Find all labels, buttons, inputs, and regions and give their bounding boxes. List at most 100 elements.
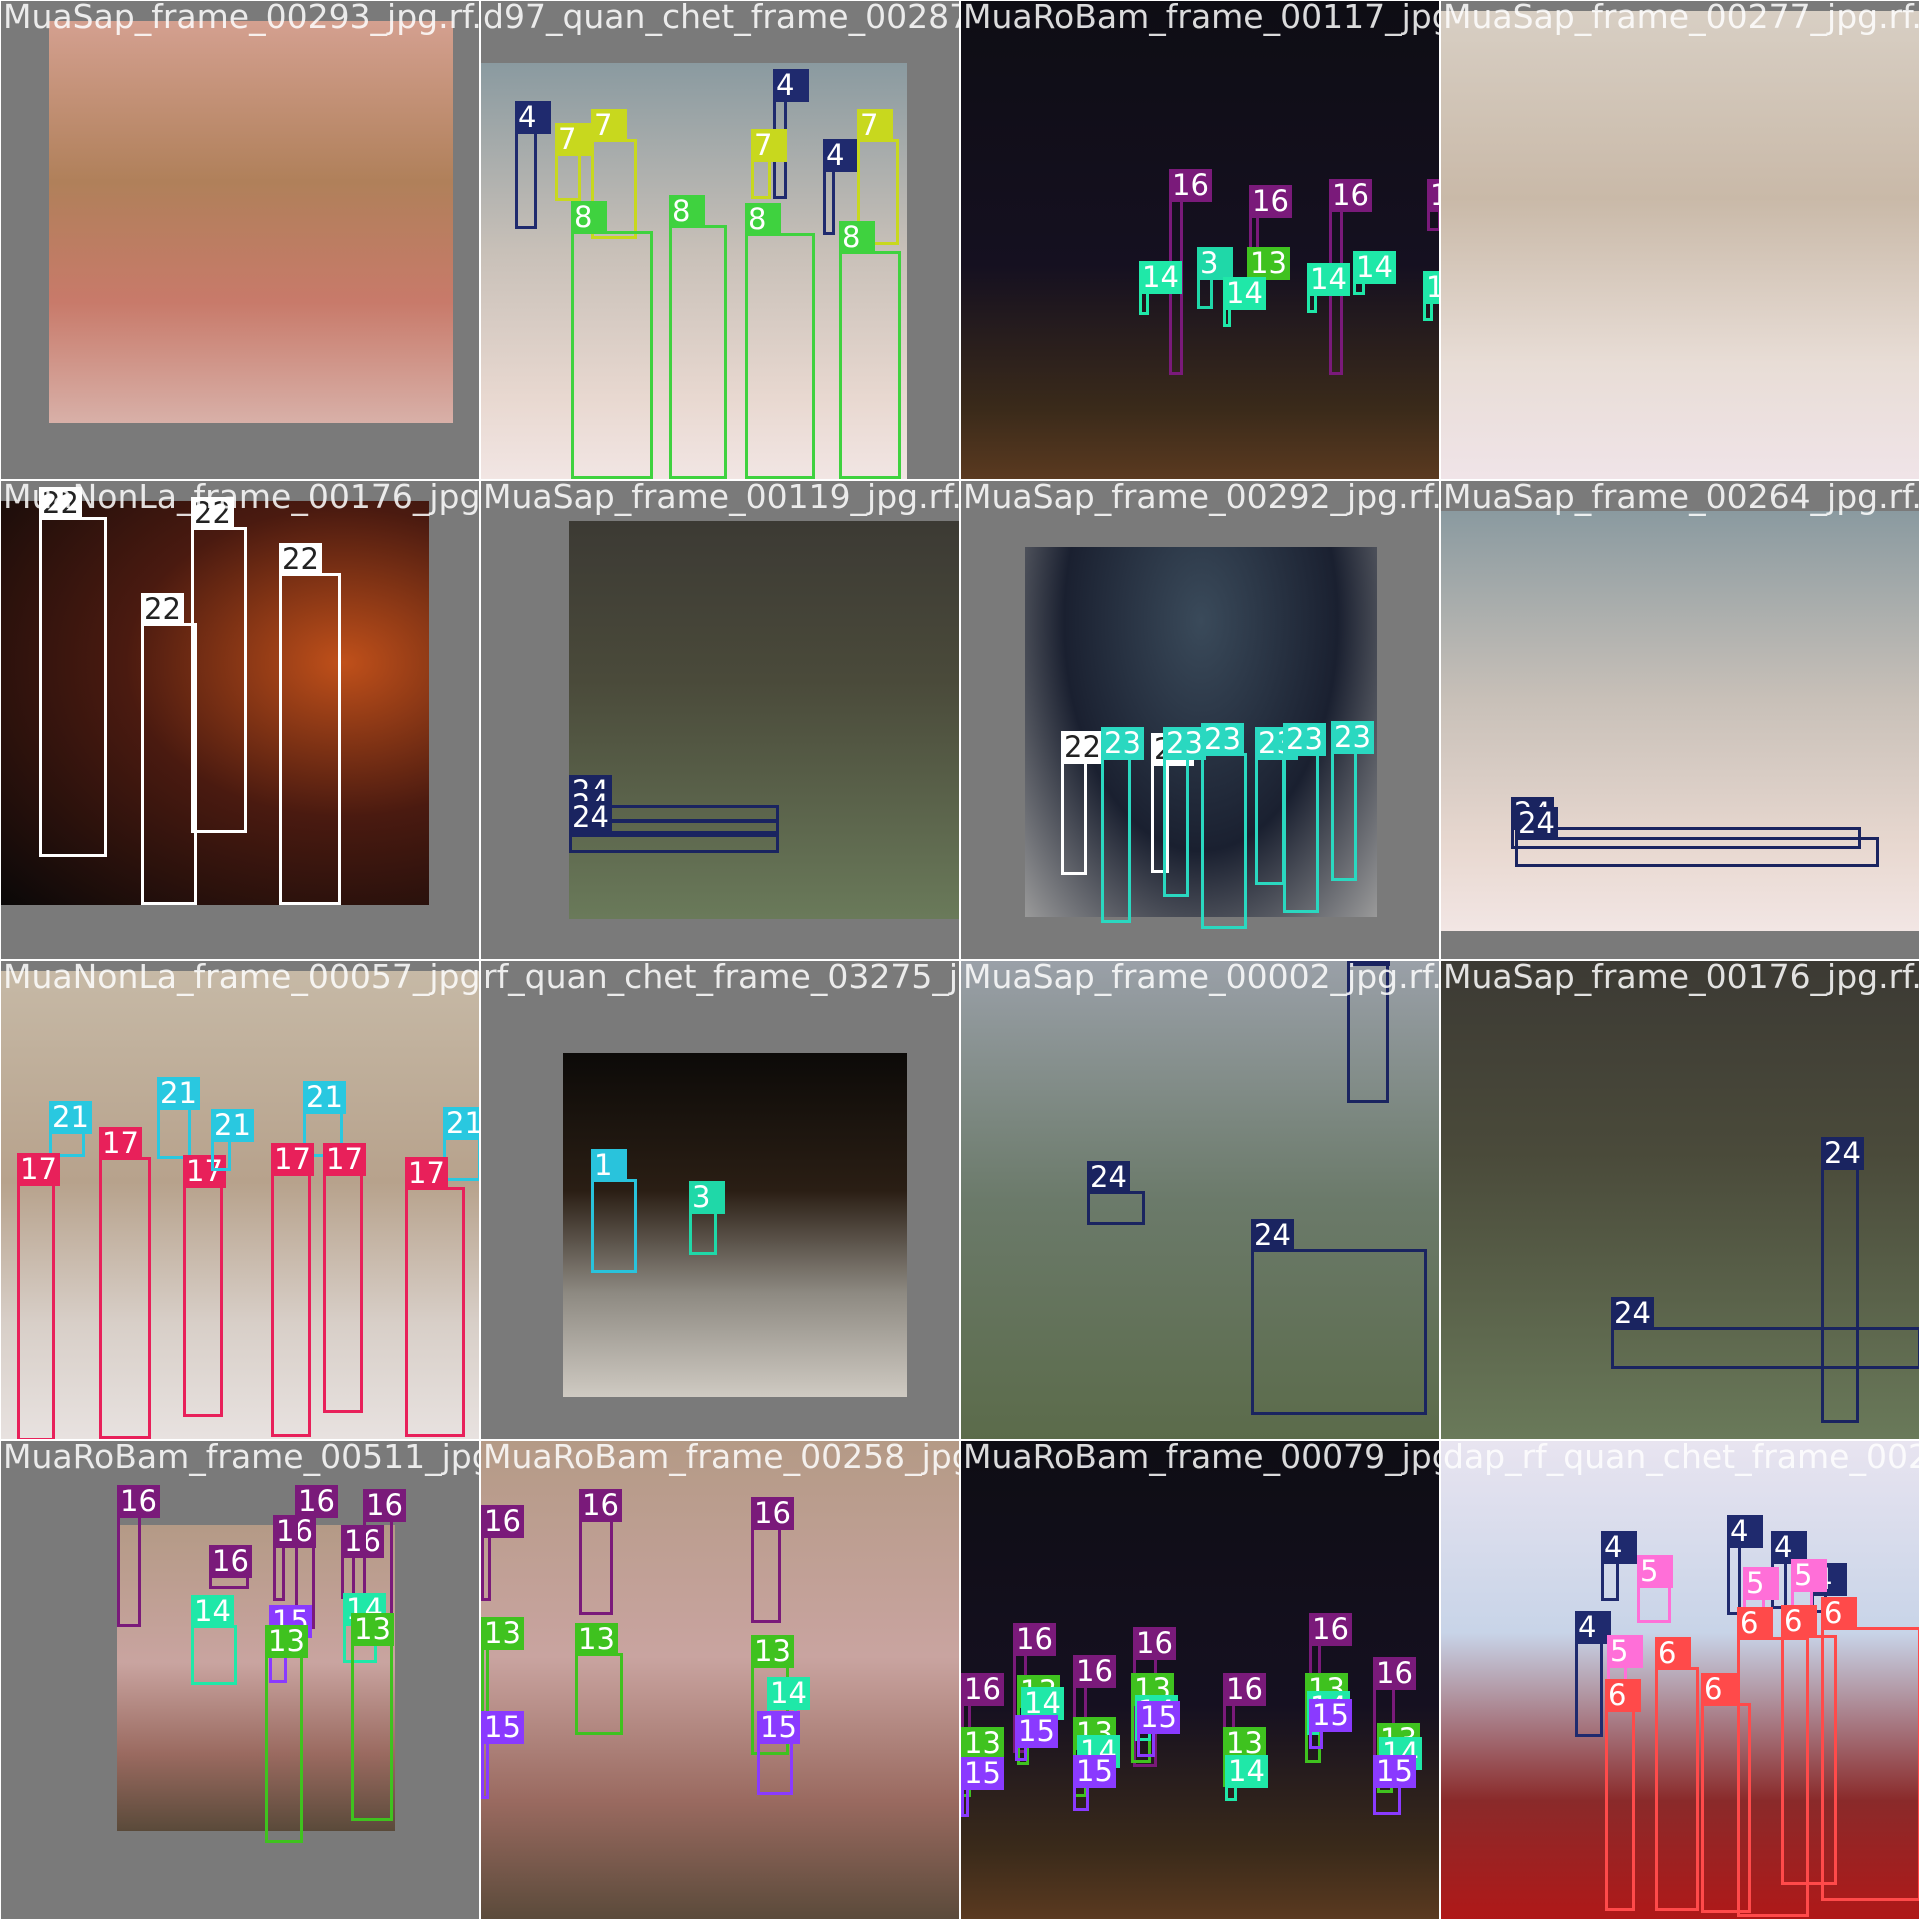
bounding-box: 16 (579, 1489, 622, 1615)
class-label: 24 (569, 801, 612, 834)
image-tile: 444445555666666dap_rf_quan_chet_frame_00… (1440, 1440, 1920, 1920)
bounding-box: 16 (341, 1525, 384, 1599)
photo-frame (49, 21, 453, 423)
class-label: 22 (191, 497, 234, 530)
bounding-box: 15 (1309, 1699, 1352, 1749)
image-tile: 16 16 16 13 13 13 14 15 15 MuaRoBam_frame_00258_j… (480, 1440, 960, 1920)
bounding-box: 14 (191, 1595, 237, 1685)
image-tile: 22222222MuaNonLa_frame_00176_jpg.rf.a7f5… (0, 480, 480, 960)
bounding-box: 5 (1637, 1555, 1673, 1623)
bounding-box: 13 (481, 1617, 524, 1743)
class-label: 21 (49, 1101, 92, 1134)
bounding-box: 1 (591, 1149, 637, 1273)
bounding-box: 16 (1073, 1655, 1116, 1745)
bounding-box: 22 (191, 497, 247, 833)
bounding-box: 23 (1331, 721, 1374, 881)
bounding-box: 6 (1701, 1673, 1751, 1913)
class-label: 17 (323, 1143, 366, 1176)
bounding-box: 24 (1251, 1219, 1427, 1415)
bounding-box: 15 (1073, 1755, 1116, 1811)
class-label: 8 (839, 221, 875, 254)
bounding-box: 14 (1139, 261, 1182, 315)
photo-frame (961, 961, 1439, 1439)
filename-caption: MuaRoBam_frame_00079_jpg.rf.c3a2f8d (963, 1440, 1439, 1476)
class-label: 16 (363, 1489, 406, 1522)
bounding-box: 8 (745, 203, 815, 479)
bounding-box: 23 (1255, 727, 1298, 885)
class-label: 15 (1073, 1755, 1116, 1788)
class-label: 15 (1015, 1715, 1058, 1748)
class-label: 16 (751, 1497, 794, 1530)
image-tile: 1616161616161613131313131313141414141414… (960, 1440, 1440, 1920)
class-label: 16 (273, 1515, 316, 1548)
bounding-box: 16 (481, 1505, 524, 1601)
bounding-box: 15 (1137, 1701, 1180, 1757)
class-label: 7 (555, 123, 591, 156)
class-label: 6 (1737, 1607, 1773, 1640)
bounding-box: 6 (1821, 1597, 1919, 1901)
class-label: 14 (1021, 1687, 1064, 1720)
bounding-box: 4 (823, 139, 859, 235)
class-label: 14 (1353, 251, 1396, 284)
bounding-box: 21 (157, 1077, 200, 1159)
class-label: 15 (1137, 1701, 1180, 1734)
bounding-box: 6 (1655, 1637, 1699, 1911)
class-label: 21 (211, 1109, 254, 1142)
image-tile: 242424MuaSap_frame_00002_jpg.rf.1a759e58… (960, 960, 1440, 1440)
bounding-box: 6 (1781, 1605, 1837, 1885)
bounding-box: 15 (961, 1757, 1004, 1817)
class-label: 13 (1247, 247, 1290, 280)
bounding-box: 17 (405, 1157, 465, 1437)
bounding-box: 23 (1101, 727, 1144, 923)
class-label: 7 (857, 109, 893, 142)
bounding-box: 7 (555, 123, 591, 201)
photo-frame (1, 971, 479, 1439)
bounding-box: 22 (279, 543, 341, 905)
filename-caption: MuaSap_frame_00002_jpg.rf.1a759e5898 (963, 960, 1439, 996)
photo-frame (117, 1525, 395, 1831)
class-label: 24 (1347, 961, 1390, 966)
class-label: 17 (17, 1153, 60, 1186)
class-label: 5 (1743, 1567, 1779, 1600)
bounding-box: 6 (1605, 1679, 1641, 1911)
bounding-box: 13 (265, 1625, 308, 1843)
class-label: 5 (1637, 1555, 1673, 1588)
bounding-box: 16 (209, 1545, 252, 1589)
class-label: 16 (1373, 1657, 1416, 1690)
image-tile: 24 24 MuaSap_frame_00176_jpg.rf.b8c7d3e25 (1440, 960, 1920, 1440)
bounding-box: 7 (857, 109, 899, 245)
photo-frame (1441, 11, 1919, 479)
bounding-box: 16 (1249, 185, 1292, 271)
class-label: 21 (303, 1081, 346, 1114)
class-label: 24 (1821, 1137, 1864, 1170)
bounding-box: 16 (295, 1485, 338, 1629)
bounding-box: 16 (751, 1497, 794, 1623)
class-label: 14 (767, 1677, 810, 1710)
class-label: 13 (1223, 1727, 1266, 1760)
filename-caption: MuaRoBam_frame_00258_jpg.rf.bd1c26e (483, 1440, 959, 1476)
bounding-box: 6 (1737, 1607, 1809, 1917)
class-label: 13 (265, 1625, 308, 1658)
bounding-box: 17 (271, 1143, 314, 1437)
photo-frame (1, 501, 429, 905)
class-label: 3 (689, 1181, 725, 1214)
class-label: 8 (571, 201, 607, 234)
bounding-box: 23 (1201, 723, 1247, 929)
photo-frame (1441, 511, 1919, 931)
bounding-box: 16 (1373, 1657, 1416, 1773)
bounding-box: 15 (1015, 1715, 1058, 1761)
bounding-box: 24 (1821, 1137, 1864, 1423)
bounding-box: 16 (273, 1515, 316, 1601)
photo-frame (961, 1, 1439, 479)
bounding-box: 14 (1225, 1755, 1268, 1801)
filename-caption: MuaSap_frame_00176_jpg.rf.b8c7d3e25 (1443, 960, 1920, 996)
class-label: 7 (751, 129, 787, 162)
filename-caption: MuaNonLa_frame_00057_jpg.rf.6378112c4654 (3, 960, 480, 996)
filename-caption: MuaNonLa_frame_00176_jpg.rf.a7f5b1dc (3, 480, 480, 516)
bounding-box: 16 (1427, 179, 1439, 231)
filename-caption: MuaSap_frame_00293_jpg.rf.dd7c3ae20378d9 (3, 0, 479, 36)
class-label: 22 (1061, 731, 1104, 764)
bounding-box: 13 (961, 1727, 1004, 1797)
class-label: 21 (443, 1107, 479, 1140)
class-label: 13 (481, 1617, 524, 1650)
